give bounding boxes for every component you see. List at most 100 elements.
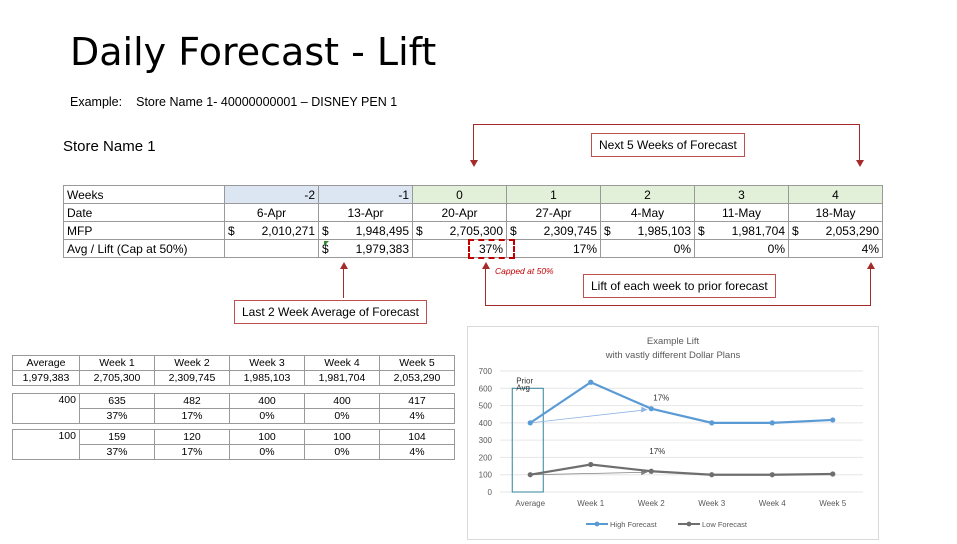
table-row: 100 159 120 100 100 104: [12, 429, 455, 460]
table-cell: 400: [12, 393, 80, 424]
table-cell: 2,053,290: [379, 370, 455, 386]
data-point: [648, 406, 654, 412]
data-point: [588, 379, 594, 385]
table-cell: 0%: [600, 239, 695, 258]
currency-sign: $: [792, 223, 799, 238]
header-cell: Average: [12, 355, 80, 371]
cell-value: 2,309,745: [543, 223, 597, 238]
header-cell: Week 5: [379, 355, 455, 371]
table-cell: $2,309,745: [506, 221, 601, 240]
data-point: [709, 472, 715, 478]
y-tick-label: 600: [479, 384, 493, 393]
currency-sign: $: [510, 223, 517, 238]
callout-next-weeks: Next 5 Weeks of Forecast: [591, 133, 745, 157]
data-point: [830, 417, 836, 423]
table-row: 1,979,383 2,705,300 2,309,745 1,985,103 …: [12, 370, 455, 386]
x-tick-label: Week 5: [819, 499, 847, 508]
y-tick-label: 0: [488, 488, 493, 497]
cell-value: 1,979,383: [355, 241, 409, 256]
lift-arrow-high: [530, 409, 648, 424]
table-cell: 17%: [154, 408, 230, 424]
table-cell: 1,981,704: [304, 370, 380, 386]
table-cell: 27-Apr: [506, 203, 601, 222]
row-label: Date: [63, 203, 225, 222]
data-point: [648, 468, 654, 474]
table-cell: 17%: [154, 444, 230, 460]
table-cell: -2: [224, 185, 319, 204]
cell-marker: [324, 241, 329, 246]
table-cell: 4: [788, 185, 883, 204]
y-tick-label: 400: [479, 419, 493, 428]
cell-value: 1,948,495: [355, 223, 409, 238]
table-row: 37% 17% 0% 0% 4%: [13, 408, 455, 424]
data-point: [527, 420, 533, 426]
legend-marker: [686, 521, 692, 527]
x-tick-label: Week 4: [759, 499, 787, 508]
chart-subtitle: with vastly different Dollar Plans: [605, 350, 741, 361]
table-cell: -1: [318, 185, 413, 204]
currency-sign: $: [416, 223, 423, 238]
table-cell: 17%: [506, 239, 601, 258]
cell-value: 2,010,271: [261, 223, 315, 238]
legend-label: High Forecast: [610, 520, 658, 529]
x-tick-label: Week 3: [698, 499, 726, 508]
header-cell: Week 3: [229, 355, 305, 371]
annotation-low-lift: 17%: [649, 447, 665, 456]
data-point: [588, 461, 594, 468]
table-cell: 18-May: [788, 203, 883, 222]
table-cell: 4%: [379, 408, 455, 424]
table-cell: 0: [412, 185, 507, 204]
y-tick-label: 300: [479, 436, 493, 445]
table-cell: 4-May: [600, 203, 695, 222]
capped-highlight: [468, 239, 515, 259]
table-cell: 3: [694, 185, 789, 204]
y-tick-label: 700: [479, 367, 493, 376]
prior-avg-box: [511, 387, 544, 493]
table-cell: $1,948,495: [318, 221, 413, 240]
row-label: MFP: [63, 221, 225, 240]
table-cell: 1,979,383: [12, 370, 80, 386]
currency-sign: $: [322, 223, 329, 238]
bracket-line: [859, 124, 860, 164]
table-cell: 100: [12, 429, 80, 460]
annotation-avg: Avg: [516, 383, 530, 392]
table-row: 400 635 482 400 400 417: [12, 393, 455, 424]
lift-arrow-low: [530, 471, 648, 476]
data-point: [709, 420, 715, 426]
bracket-line: [870, 266, 871, 306]
arrow-up-icon: [867, 262, 875, 269]
table-cell: 0%: [304, 408, 380, 424]
table-row: Average Week 1 Week 2 Week 3 Week 4 Week…: [12, 355, 455, 371]
header-cell: Week 1: [79, 355, 155, 371]
table-cell: 0%: [694, 239, 789, 258]
example-label: Example:: [70, 95, 123, 109]
row-label: Weeks: [63, 185, 225, 204]
x-tick-label: Average: [515, 499, 545, 508]
table-cell: 1: [506, 185, 601, 204]
y-tick-label: 200: [479, 453, 493, 462]
table-row-mfp: MFP $2,010,271 $1,948,495 $2,705,300 $2,…: [63, 221, 883, 240]
table-cell: 120: [154, 429, 230, 445]
annotation-prior: Prior: [516, 377, 533, 386]
data-point: [527, 472, 533, 478]
table-row-date: Date 6-Apr 13-Apr 20-Apr 27-Apr 4-May 11…: [63, 203, 883, 222]
callout-last-weeks: Last 2 Week Average of Forecast: [234, 300, 427, 324]
table-cell: 104: [379, 429, 455, 445]
bracket-line: [473, 124, 860, 125]
header-cell: Week 2: [154, 355, 230, 371]
high-table: 400 635 482 400 400 417 37% 17% 0% 0% 4%: [12, 393, 455, 424]
table-cell: $2,705,300: [412, 221, 507, 240]
chart-svg: Example Lift with vastly different Dollar…: [479, 336, 863, 529]
table-cell: 11-May: [694, 203, 789, 222]
data-point: [769, 472, 775, 478]
table-cell: 6-Apr: [224, 203, 319, 222]
table-cell: 482: [154, 393, 230, 409]
row-label: Avg / Lift (Cap at 50%): [63, 239, 225, 258]
low-table: 100 159 120 100 100 104 37% 17% 0% 0% 4%: [12, 429, 455, 460]
table-cell: 417: [379, 393, 455, 409]
annotation-high-lift: 17%: [653, 393, 669, 402]
y-tick-label: 500: [479, 402, 493, 411]
table-cell: 100: [304, 429, 380, 445]
cell-value: 1,981,704: [731, 223, 785, 238]
currency-sign: $: [228, 223, 235, 238]
